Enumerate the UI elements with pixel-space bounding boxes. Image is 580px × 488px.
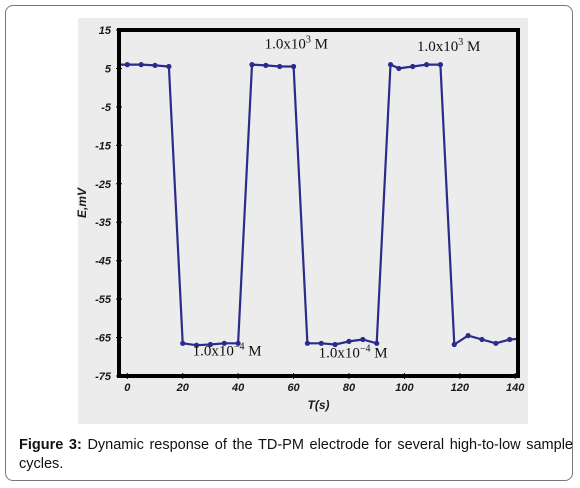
chart-background xyxy=(78,18,528,424)
data-point xyxy=(360,336,366,343)
series-line xyxy=(119,63,518,347)
y-tick-label: -55 xyxy=(95,294,112,306)
data-point xyxy=(507,336,513,343)
annotation-base: 1.0x10 xyxy=(193,344,234,360)
annotation-exponent: −4 xyxy=(234,342,245,353)
x-tick-label: 20 xyxy=(176,382,190,394)
y-tick-label: -65 xyxy=(95,333,112,345)
x-axis-label: T(s) xyxy=(308,398,330,412)
annotation-unit: M xyxy=(311,36,328,52)
x-tick-label: 100 xyxy=(395,382,414,394)
data-point xyxy=(193,342,200,348)
annotation-exponent: 3 xyxy=(458,37,463,48)
data-point xyxy=(166,63,172,70)
data-point xyxy=(138,62,144,68)
figure-caption: Figure 3: Dynamic response of the TD-PM … xyxy=(19,436,573,474)
annotation-exponent: −4 xyxy=(360,344,371,355)
y-tick-label: -15 xyxy=(95,140,112,152)
y-tick-label: 5 xyxy=(105,63,112,75)
data-point xyxy=(396,65,402,72)
y-tick-label: -75 xyxy=(95,371,112,383)
x-tick-label: 40 xyxy=(231,382,245,394)
data-point xyxy=(263,62,269,68)
line-chart: 15 5 -5 -15 -25 -35 -45 -55 -65 -75 0 20 40 60 80 100 1… xyxy=(75,25,525,412)
x-tick-label: 80 xyxy=(343,382,356,394)
data-point xyxy=(304,340,311,346)
data-point xyxy=(249,62,255,68)
data-point xyxy=(152,62,158,68)
y-tick-label: -5 xyxy=(101,102,112,114)
annotation-base: 1.0x10 xyxy=(319,346,360,362)
data-point xyxy=(277,63,283,70)
figure-frame: 15 5 -5 -15 -25 -35 -45 -55 -65 -75 0 20 40 60 80 100 1… xyxy=(5,5,573,481)
data-point xyxy=(346,338,352,344)
caption-text: Dynamic response of the TD-PM electrode … xyxy=(19,437,573,472)
y-tick-label: -25 xyxy=(95,179,112,191)
concentration-annotation: 1.0x10−4 M xyxy=(319,344,388,362)
data-point xyxy=(180,340,186,346)
concentration-annotation: 1.0x103 M xyxy=(417,37,480,55)
data-point xyxy=(410,63,416,70)
x-tick-label: 140 xyxy=(506,382,525,394)
annotation-unit: M xyxy=(244,344,261,360)
data-point xyxy=(332,341,338,348)
annotation-base: 1.0x10 xyxy=(265,36,306,52)
data-point xyxy=(493,340,499,346)
x-tick-label: 60 xyxy=(287,382,300,394)
data-point xyxy=(374,340,380,346)
concentration-annotation: 1.0x10−4 M xyxy=(193,342,262,360)
data-point xyxy=(124,62,130,68)
data-point xyxy=(387,62,394,68)
x-tick-label: 0 xyxy=(124,382,131,394)
data-point xyxy=(423,62,430,68)
x-tick-label: 120 xyxy=(451,382,470,394)
annotation-unit: M xyxy=(463,39,480,55)
data-point xyxy=(290,63,297,70)
data-point xyxy=(318,340,324,346)
concentration-annotation: 1.0x103 M xyxy=(265,34,328,52)
caption-label: Figure 3: xyxy=(19,437,82,453)
data-point xyxy=(235,340,241,346)
annotation-exponent: 3 xyxy=(306,34,311,45)
data-point xyxy=(479,336,485,343)
annotation-unit: M xyxy=(371,346,388,362)
data-point xyxy=(451,341,457,348)
data-point xyxy=(437,62,444,68)
y-tick-label: 15 xyxy=(99,25,112,37)
data-point xyxy=(221,340,227,346)
y-tick-label: -35 xyxy=(95,217,112,229)
data-point xyxy=(207,341,214,348)
data-point xyxy=(465,333,471,339)
plot-area-border xyxy=(117,28,520,378)
annotation-base: 1.0x10 xyxy=(417,39,458,55)
y-axis-label: E,mV xyxy=(75,187,89,218)
y-tick-label: -45 xyxy=(95,256,112,268)
